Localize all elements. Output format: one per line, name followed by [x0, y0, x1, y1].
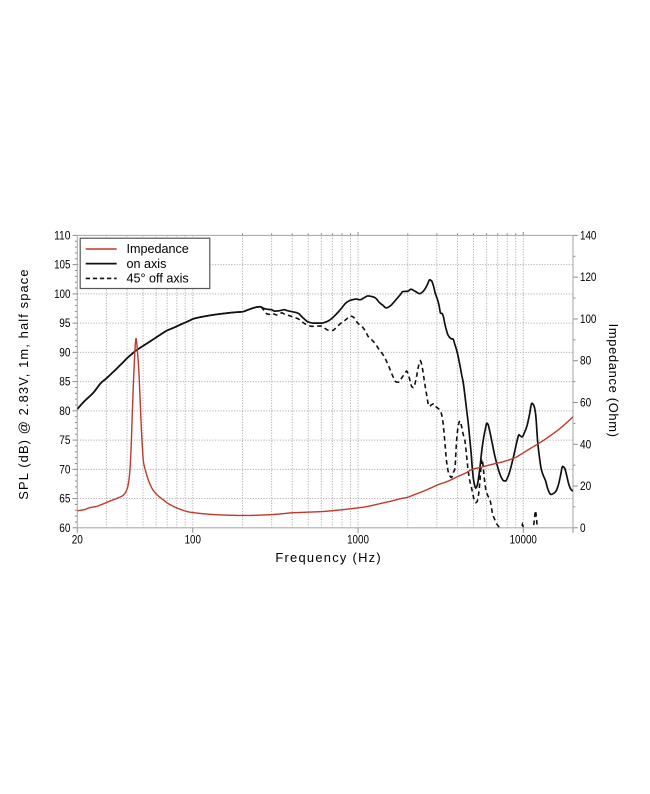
svg-text:60: 60 [59, 522, 70, 535]
svg-text:40: 40 [580, 438, 591, 451]
svg-text:120: 120 [580, 271, 596, 284]
svg-text:95: 95 [59, 317, 70, 330]
svg-text:80: 80 [59, 405, 70, 418]
svg-text:75: 75 [59, 434, 70, 447]
svg-text:Frequency (Hz): Frequency (Hz) [275, 550, 380, 565]
svg-text:0: 0 [580, 522, 586, 535]
svg-text:100: 100 [580, 313, 596, 326]
svg-text:105: 105 [54, 259, 70, 272]
svg-text:100: 100 [185, 533, 201, 546]
svg-text:70: 70 [59, 463, 70, 476]
svg-text:65: 65 [59, 493, 70, 506]
svg-text:100: 100 [54, 288, 70, 301]
svg-text:90: 90 [59, 346, 70, 359]
svg-text:on axis: on axis [127, 257, 167, 271]
svg-text:45° off axis: 45° off axis [127, 272, 189, 286]
svg-text:1000: 1000 [347, 533, 369, 546]
svg-text:80: 80 [580, 355, 591, 368]
svg-text:SPL (dB) @ 2.83V, 1m, half spa: SPL (dB) @ 2.83V, 1m, half space [16, 270, 31, 500]
svg-text:10000: 10000 [510, 533, 537, 546]
svg-text:110: 110 [54, 229, 70, 242]
svg-text:140: 140 [580, 229, 596, 242]
svg-text:20: 20 [580, 480, 591, 493]
svg-text:60: 60 [580, 396, 591, 409]
svg-text:Impedance (Ohm): Impedance (Ohm) [606, 324, 621, 437]
svg-text:Impedance: Impedance [127, 242, 189, 256]
svg-text:85: 85 [59, 376, 70, 389]
svg-text:20: 20 [72, 533, 83, 546]
